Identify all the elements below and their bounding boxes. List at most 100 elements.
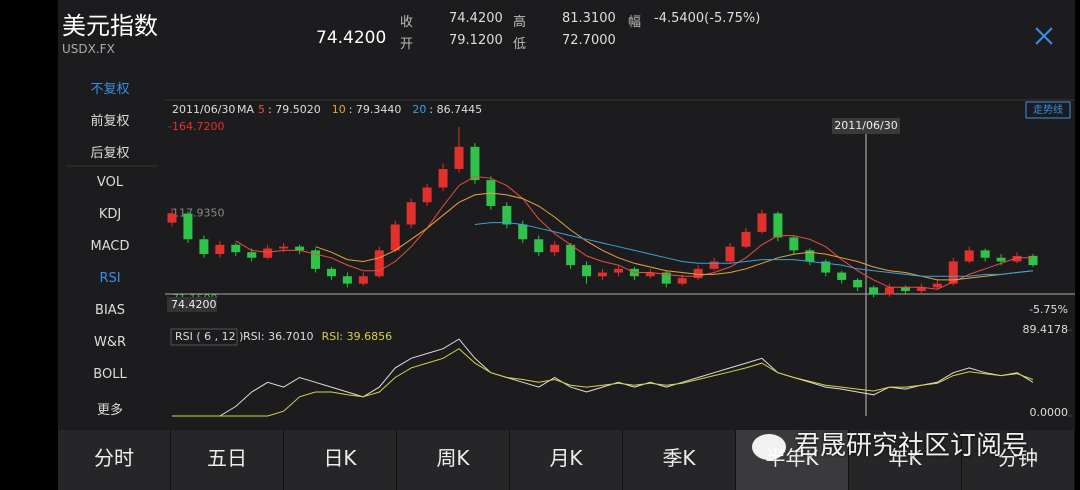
candle-body bbox=[805, 250, 815, 262]
trend-button[interactable] bbox=[1025, 101, 1071, 119]
cursor-label: 2011/06/30 bbox=[834, 119, 897, 132]
candle-body bbox=[709, 261, 719, 269]
candle-body bbox=[231, 244, 241, 253]
menu-item[interactable]: MACD bbox=[90, 239, 130, 254]
candle-body bbox=[869, 287, 879, 295]
legend-name: 10 bbox=[332, 103, 346, 116]
ma-line bbox=[315, 192, 1034, 281]
menu-item[interactable]: BIAS bbox=[95, 303, 125, 318]
candle-body bbox=[215, 244, 225, 255]
candle-body bbox=[566, 244, 576, 266]
candle-body bbox=[1028, 255, 1038, 266]
candle-body bbox=[295, 246, 305, 251]
legend-name: 20 bbox=[412, 103, 426, 116]
rsi-line bbox=[172, 338, 1034, 417]
value: 79.1200 bbox=[449, 33, 503, 48]
label: 开 bbox=[400, 37, 414, 52]
menu-item[interactable]: 前复权 bbox=[90, 114, 130, 129]
ma-label: MA bbox=[237, 103, 254, 116]
y-tick-label: 0.0000 bbox=[1030, 406, 1069, 419]
candle-body bbox=[279, 246, 289, 249]
candle-body bbox=[406, 202, 416, 225]
candle-body bbox=[326, 268, 336, 277]
menu-item[interactable]: W&R bbox=[93, 335, 127, 350]
candle-body bbox=[996, 257, 1006, 262]
candle-body bbox=[916, 287, 926, 292]
candle-body bbox=[821, 261, 831, 273]
candle-body bbox=[438, 169, 448, 188]
value: 72.7000 bbox=[562, 33, 616, 48]
candle-body bbox=[518, 224, 528, 240]
rsi-title: RSI ( 6 , 12 ) bbox=[175, 330, 243, 343]
watermark-text: 君晟研究社区订阅号 bbox=[794, 431, 1029, 461]
watermark: 君晟研究社区订阅号 bbox=[752, 425, 1028, 462]
candle-body bbox=[550, 244, 560, 253]
wechat-icon bbox=[752, 433, 786, 460]
ma-line bbox=[474, 222, 1034, 277]
menu-item[interactable]: BOLL bbox=[93, 367, 127, 382]
cursor-box bbox=[832, 118, 900, 134]
candle-body bbox=[789, 237, 799, 251]
candle-body bbox=[598, 272, 607, 277]
menu-item[interactable]: KDJ bbox=[98, 207, 122, 222]
trend-button-label: 走势线 bbox=[1033, 103, 1063, 116]
label: 高 bbox=[513, 15, 527, 30]
rsi-line bbox=[172, 348, 1034, 417]
candle-body bbox=[741, 231, 751, 247]
candle-body bbox=[390, 224, 400, 251]
menu-item[interactable]: RSI bbox=[99, 271, 121, 286]
ma-line bbox=[235, 175, 1033, 290]
menu-item[interactable]: 更多 bbox=[96, 403, 123, 418]
candle-body bbox=[885, 287, 894, 295]
candle-body bbox=[374, 250, 384, 277]
candle-body bbox=[199, 239, 209, 255]
tab[interactable]: 季K bbox=[623, 430, 736, 490]
candle-body bbox=[773, 213, 783, 238]
candle-body bbox=[1012, 255, 1022, 262]
candle-body bbox=[342, 276, 352, 284]
menu-item[interactable]: 不复权 bbox=[90, 82, 130, 97]
candle-body bbox=[534, 239, 544, 253]
candle-body bbox=[725, 246, 735, 262]
tab[interactable]: 日K bbox=[284, 430, 397, 490]
label: 低 bbox=[513, 37, 527, 52]
change-label: -5.75% bbox=[1029, 303, 1068, 316]
candle-body bbox=[502, 205, 512, 225]
candle-body bbox=[167, 213, 177, 223]
legend-value: : 79.5020 bbox=[268, 103, 321, 116]
legend-entry: RSI: 36.7010 bbox=[243, 330, 314, 343]
candle-body bbox=[613, 268, 623, 273]
legend-name: 5 bbox=[258, 103, 265, 116]
tab[interactable]: 分时 bbox=[58, 430, 171, 490]
value: 81.3100 bbox=[562, 11, 616, 26]
rsi-box bbox=[170, 328, 238, 346]
candle-body bbox=[980, 250, 990, 258]
candle-body bbox=[693, 268, 703, 279]
legend-value: : 86.7445 bbox=[429, 103, 482, 116]
title: 美元指数 bbox=[62, 12, 158, 40]
candle-body bbox=[247, 252, 257, 258]
price-box bbox=[167, 296, 217, 312]
tab[interactable]: 分钟 bbox=[962, 430, 1075, 490]
tab[interactable]: 年K bbox=[849, 430, 962, 490]
menu-item[interactable]: 后复权 bbox=[90, 146, 130, 161]
date: 2011/06/30 bbox=[172, 103, 235, 116]
price-line-label: 74.4200 bbox=[171, 298, 217, 311]
candle-body bbox=[422, 187, 432, 203]
candle-body bbox=[358, 276, 368, 284]
candle-body bbox=[948, 261, 958, 284]
tab[interactable]: 周K bbox=[397, 430, 510, 490]
code: USDX.FX bbox=[62, 42, 115, 56]
tab[interactable]: 月K bbox=[510, 430, 623, 490]
close-button[interactable] bbox=[1035, 27, 1053, 45]
candle-body bbox=[837, 272, 847, 280]
price: 74.4200 bbox=[316, 28, 387, 48]
menu-item[interactable]: VOL bbox=[96, 175, 124, 190]
y-tick-label: 164.7200 bbox=[172, 120, 225, 133]
tab[interactable]: 五日 bbox=[171, 430, 284, 490]
candle-body bbox=[311, 250, 320, 269]
candle-body bbox=[757, 213, 767, 232]
candle-body bbox=[853, 279, 863, 288]
